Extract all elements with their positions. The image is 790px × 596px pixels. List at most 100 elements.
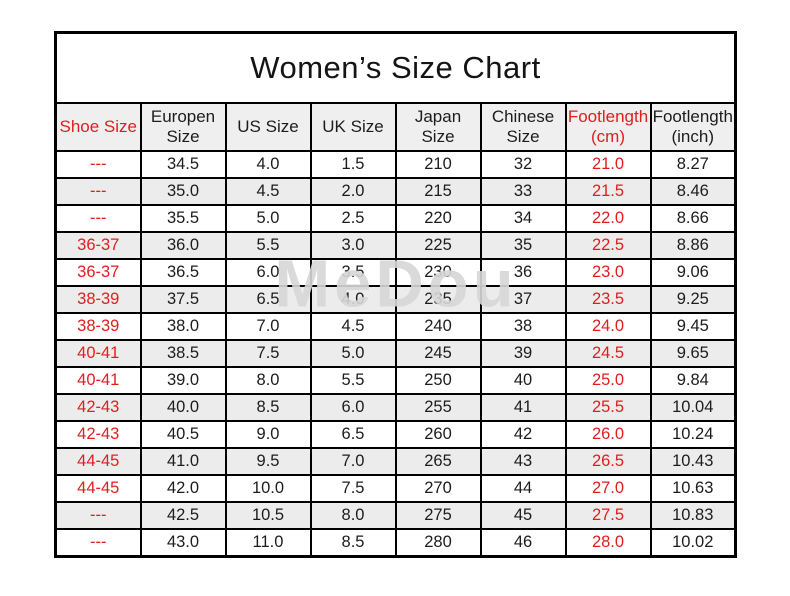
- table-cell: 8.5: [224, 393, 312, 422]
- table-cell: 38.0: [139, 312, 227, 341]
- table-cell: 10.43: [649, 447, 737, 476]
- table-row: 36-37 36.0 5.5 3.0 225 35 22.5 8.86: [54, 231, 737, 260]
- table-cell: 27.0: [564, 474, 652, 503]
- table-cell: 8.27: [649, 150, 737, 179]
- table-cell: 27.5: [564, 501, 652, 530]
- table-cell: 39.0: [139, 366, 227, 395]
- table-cell: 240: [394, 312, 482, 341]
- table-cell: 40-41: [54, 366, 142, 395]
- table-cell: 34.5: [139, 150, 227, 179]
- table-cell: 230: [394, 258, 482, 287]
- table-cell: 25.0: [564, 366, 652, 395]
- table-cell: 7.0: [224, 312, 312, 341]
- table-cell: 275: [394, 501, 482, 530]
- table-cell: 8.86: [649, 231, 737, 260]
- table-cell: 8.66: [649, 204, 737, 233]
- table-cell: 39: [479, 339, 567, 368]
- table-cell: 38-39: [54, 312, 142, 341]
- table-cell: 32: [479, 150, 567, 179]
- table-cell: 9.5: [224, 447, 312, 476]
- table-cell: 26.5: [564, 447, 652, 476]
- table-cell: 23.0: [564, 258, 652, 287]
- table-cell: 2.5: [309, 204, 397, 233]
- column-header: Footlength (cm): [564, 102, 652, 152]
- table-cell: 23.5: [564, 285, 652, 314]
- table-row: 40-41 38.5 7.5 5.0 245 39 24.5 9.65: [54, 339, 737, 368]
- table-cell: 22.0: [564, 204, 652, 233]
- table-cell: 8.46: [649, 177, 737, 206]
- table-cell: 11.0: [224, 528, 312, 558]
- table-cell: 41.0: [139, 447, 227, 476]
- table-row: 42-43 40.0 8.5 6.0 255 41 25.5 10.04: [54, 393, 737, 422]
- table-cell: 24.5: [564, 339, 652, 368]
- table-cell: 44-45: [54, 447, 142, 476]
- table-cell: 37: [479, 285, 567, 314]
- table-cell: 250: [394, 366, 482, 395]
- table-cell: 26.0: [564, 420, 652, 449]
- table-cell: 33: [479, 177, 567, 206]
- table-cell: 38: [479, 312, 567, 341]
- table-cell: 43.0: [139, 528, 227, 558]
- column-header: Footlength (inch): [649, 102, 737, 152]
- table-cell: 210: [394, 150, 482, 179]
- table-cell: 35: [479, 231, 567, 260]
- title-row: Women’s Size Chart: [54, 31, 737, 104]
- table-cell: 38.5: [139, 339, 227, 368]
- table-cell: 5.5: [224, 231, 312, 260]
- table-cell: 5.0: [224, 204, 312, 233]
- table-row: 38-39 37.5 6.5 4.0 235 37 23.5 9.25: [54, 285, 737, 314]
- table-cell: 36-37: [54, 231, 142, 260]
- size-chart-container: Women’s Size Chart Shoe Size Europen Size…: [54, 31, 737, 558]
- table-row: 44-45 42.0 10.0 7.5 270 44 27.0 10.63: [54, 474, 737, 503]
- table-row: --- 34.5 4.0 1.5 210 32 21.0 8.27: [54, 150, 737, 179]
- table-cell: ---: [54, 204, 142, 233]
- table-cell: 43: [479, 447, 567, 476]
- table-cell: 34: [479, 204, 567, 233]
- table-cell: 7.0: [309, 447, 397, 476]
- table-row: --- 35.0 4.5 2.0 215 33 21.5 8.46: [54, 177, 737, 206]
- table-cell: 42.5: [139, 501, 227, 530]
- table-cell: 10.02: [649, 528, 737, 558]
- table-cell: 4.5: [309, 312, 397, 341]
- table-cell: ---: [54, 177, 142, 206]
- table-cell: 1.5: [309, 150, 397, 179]
- table-cell: 5.5: [309, 366, 397, 395]
- table-cell: 22.5: [564, 231, 652, 260]
- column-header: Shoe Size: [54, 102, 142, 152]
- table-cell: ---: [54, 501, 142, 530]
- table-row: --- 42.5 10.5 8.0 275 45 27.5 10.83: [54, 501, 737, 530]
- table-cell: 35.0: [139, 177, 227, 206]
- table-cell: 215: [394, 177, 482, 206]
- table-cell: 42.0: [139, 474, 227, 503]
- table-row: 38-39 38.0 7.0 4.5 240 38 24.0 9.45: [54, 312, 737, 341]
- table-cell: 9.84: [649, 366, 737, 395]
- table-cell: 8.0: [224, 366, 312, 395]
- table-cell: 21.5: [564, 177, 652, 206]
- table-cell: 9.65: [649, 339, 737, 368]
- table-cell: 37.5: [139, 285, 227, 314]
- table-cell: 260: [394, 420, 482, 449]
- table-cell: 10.04: [649, 393, 737, 422]
- table-cell: 3.5: [309, 258, 397, 287]
- table-cell: 44: [479, 474, 567, 503]
- table-cell: 36.0: [139, 231, 227, 260]
- table-cell: 7.5: [309, 474, 397, 503]
- table-cell: 46: [479, 528, 567, 558]
- page-title: Women’s Size Chart: [54, 31, 737, 104]
- table-cell: 225: [394, 231, 482, 260]
- table-cell: 42: [479, 420, 567, 449]
- table-row: 42-43 40.5 9.0 6.5 260 42 26.0 10.24: [54, 420, 737, 449]
- table-cell: 5.0: [309, 339, 397, 368]
- column-header-row: Shoe Size Europen Size US Size UK Size Japan…: [54, 102, 737, 152]
- table-cell: 255: [394, 393, 482, 422]
- table-cell: 36-37: [54, 258, 142, 287]
- table-cell: 8.5: [309, 528, 397, 558]
- size-chart-table: Women’s Size Chart Shoe Size Europen Size…: [54, 31, 737, 558]
- column-header: US Size: [224, 102, 312, 152]
- table-cell: 4.0: [224, 150, 312, 179]
- table-cell: 8.0: [309, 501, 397, 530]
- table-cell: 42-43: [54, 420, 142, 449]
- table-cell: 9.06: [649, 258, 737, 287]
- table-cell: 6.0: [309, 393, 397, 422]
- table-cell: 45: [479, 501, 567, 530]
